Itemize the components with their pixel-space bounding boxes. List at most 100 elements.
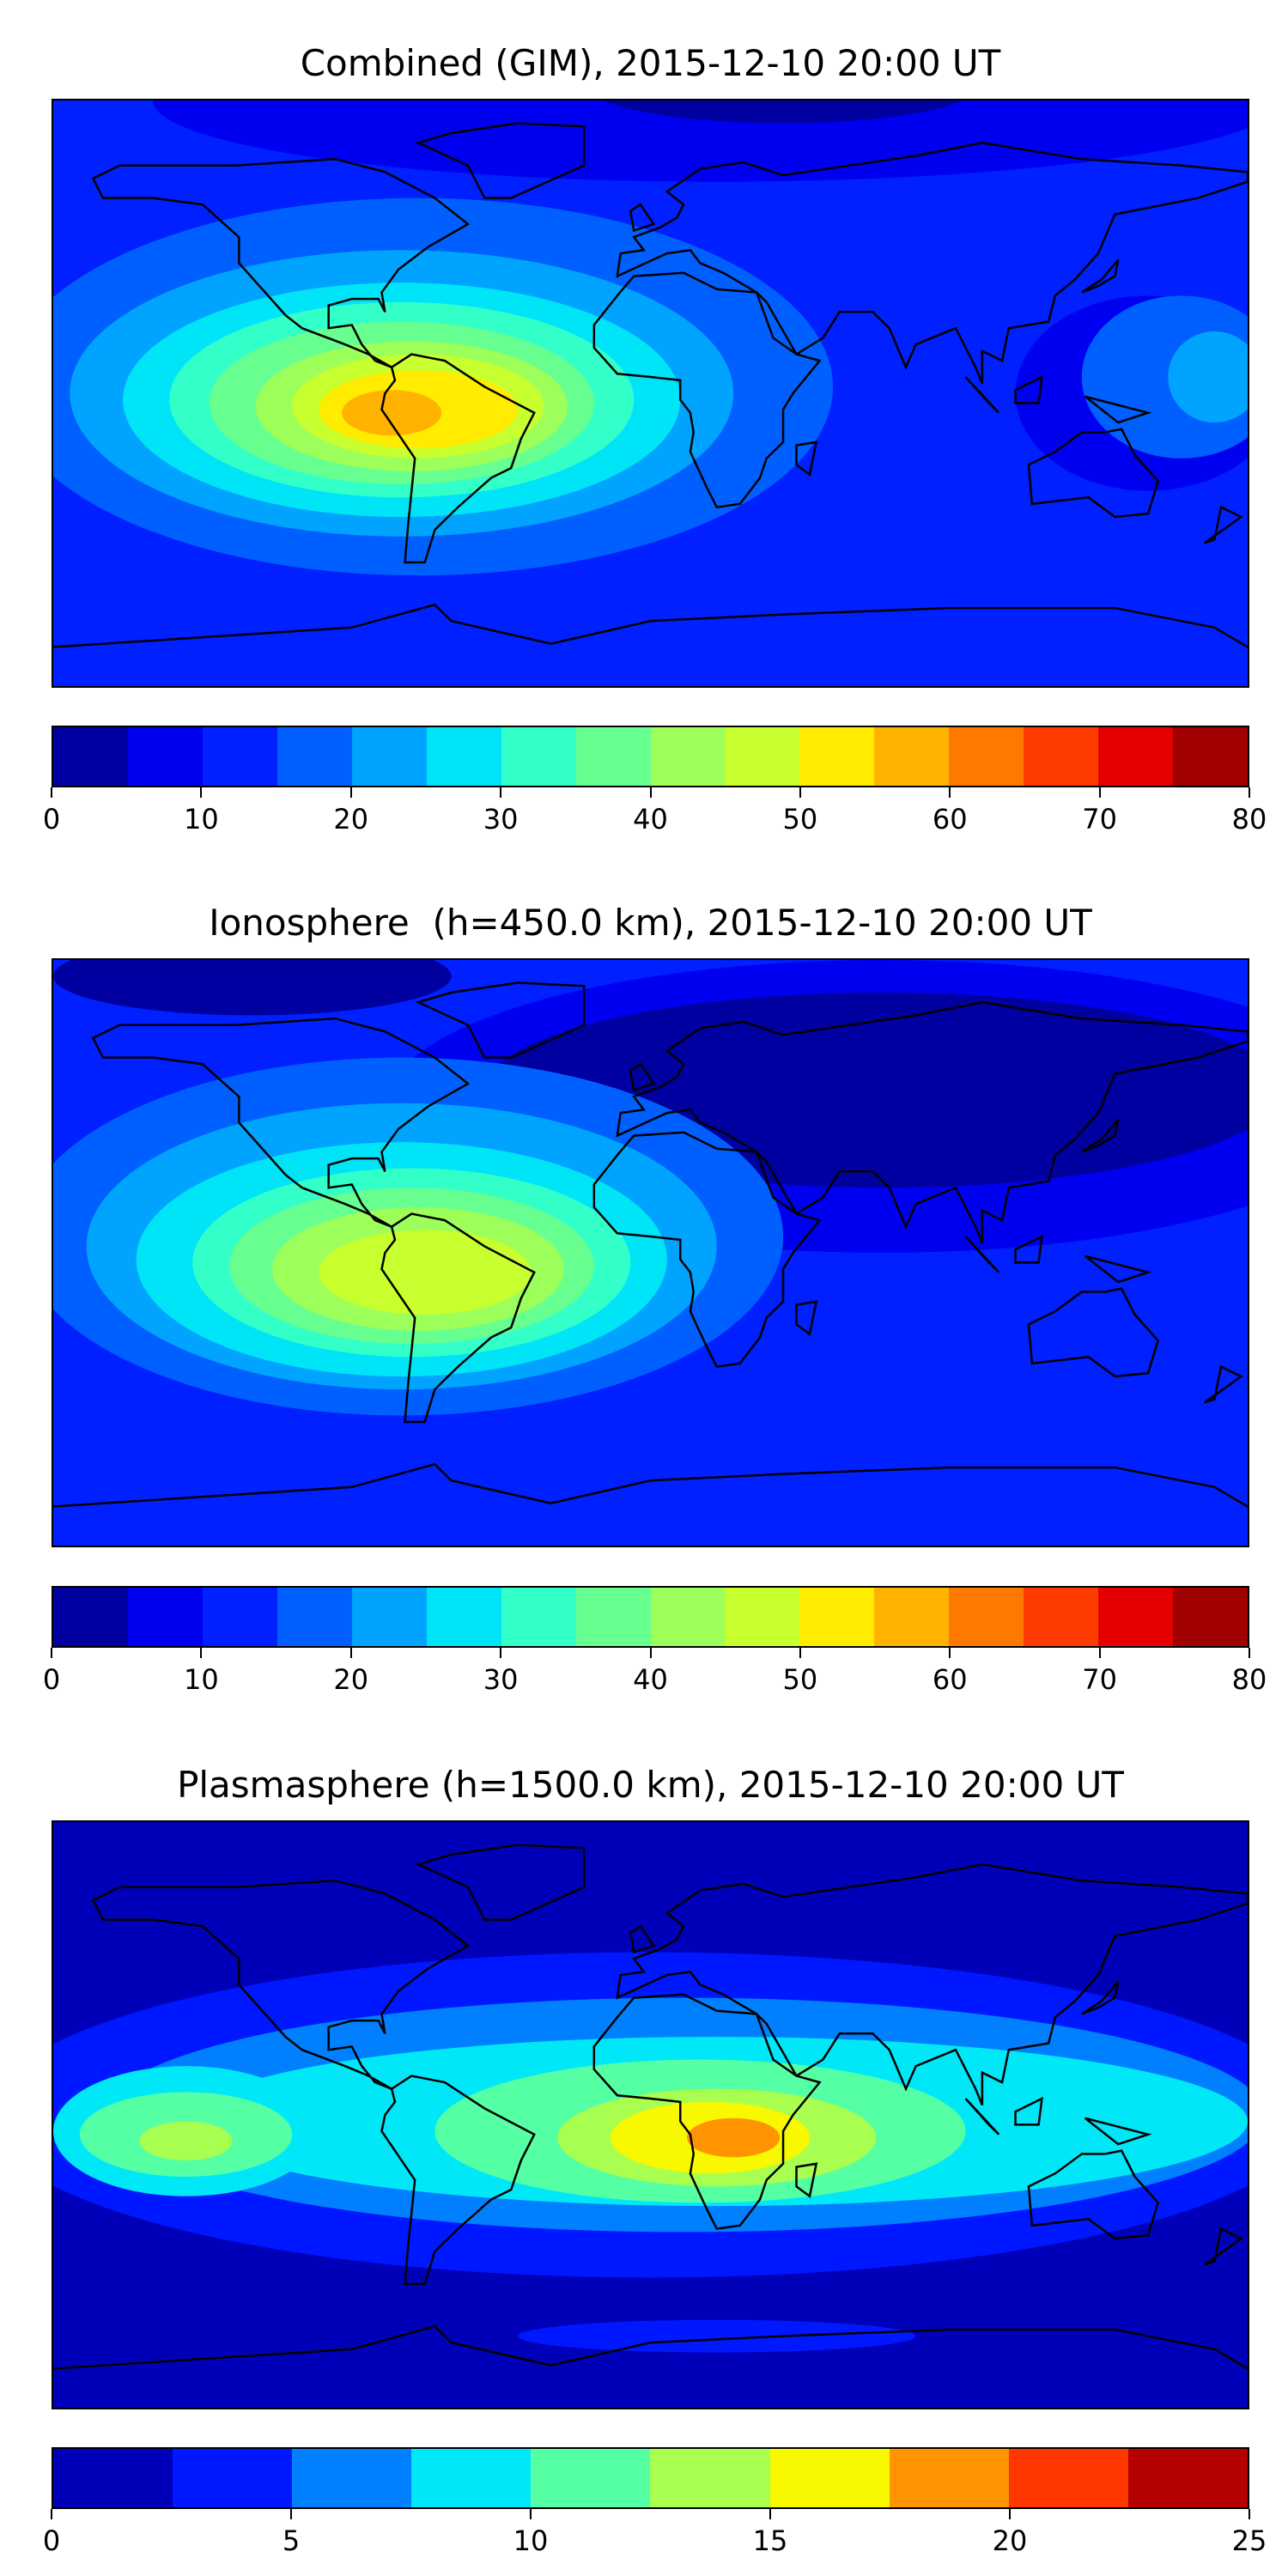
coastline (1085, 1256, 1148, 1282)
coastline (1016, 377, 1042, 403)
colorbar-segment (1173, 1588, 1248, 1646)
coastline (1029, 429, 1158, 517)
tick-mark (799, 1648, 801, 1658)
tick-mark (649, 1648, 652, 1658)
colorbar-segment (949, 727, 1024, 786)
colorbar-segment (874, 1588, 950, 1646)
coastline (1016, 2099, 1042, 2124)
coastline (418, 124, 584, 198)
tick-label: 60 (932, 803, 968, 835)
tick-mark (349, 1648, 352, 1658)
coastline (382, 2076, 535, 2284)
tick-label: 20 (333, 1663, 369, 1696)
contour-region (1168, 331, 1248, 423)
coastline (630, 204, 653, 230)
colorbar-segment (411, 2449, 532, 2507)
colorbar-combined (52, 726, 1249, 787)
map-svg-2 (53, 1822, 1248, 2408)
coastline (966, 2099, 999, 2135)
coastline (594, 1995, 820, 2229)
contour-region (319, 1230, 532, 1315)
colorbar-segment (202, 727, 277, 786)
tick-mark (1098, 1648, 1101, 1658)
coastline (418, 1845, 584, 1920)
tick-mark (51, 2509, 52, 2519)
coastline (1205, 2229, 1242, 2265)
tick-label: 5 (282, 2524, 301, 2557)
coastline (797, 442, 817, 475)
colorbar-segment (725, 1588, 800, 1646)
map-combined (52, 99, 1249, 688)
tick-mark (1098, 787, 1101, 798)
tick-mark (949, 1648, 951, 1658)
colorbar-segment (650, 2449, 770, 2507)
tick-label: 10 (513, 2524, 549, 2557)
coastline (797, 2164, 817, 2196)
contour-region (139, 2121, 233, 2161)
tick-label: 0 (42, 803, 61, 835)
coastline (1029, 1289, 1158, 1376)
title-ionosphere: Ionosphere (h=450.0 km), 2015-12-10 20:0… (209, 902, 1092, 944)
tick-label: 30 (483, 803, 519, 835)
tick-mark (200, 1648, 203, 1658)
colorbar-segment (650, 727, 726, 786)
tick-label: 80 (1231, 803, 1267, 835)
contour-region (342, 390, 442, 436)
coastline (1205, 1367, 1242, 1403)
coastline (93, 1018, 468, 1226)
coastline (418, 983, 584, 1058)
colorbar-segment (127, 727, 203, 786)
coastline (1016, 1236, 1042, 1262)
map-svg-0 (53, 100, 1248, 686)
colorbar-segment (53, 1588, 128, 1646)
colorbar-segment (1024, 727, 1099, 786)
coastline (382, 1214, 535, 1422)
colorbar-segment (575, 727, 651, 786)
tick-label: 10 (184, 1663, 219, 1696)
tick-mark (949, 787, 951, 798)
colorbar-segment (799, 1588, 875, 1646)
colorbar-segment (1024, 1588, 1099, 1646)
tick-label: 20 (333, 803, 369, 835)
coastline (1029, 2151, 1158, 2239)
colorbar-segment (351, 727, 427, 786)
tick-mark (1009, 2509, 1011, 2519)
colorbar-segment (1173, 727, 1248, 786)
colorbar-segment (889, 2449, 1009, 2507)
contour-region (153, 100, 1248, 182)
map-plasmasphere (52, 1820, 1249, 2409)
colorbar-segment (949, 1588, 1024, 1646)
coastline (617, 1002, 1248, 1242)
tick-mark (1249, 787, 1250, 798)
coastline (966, 1236, 999, 1273)
contour-region (53, 960, 452, 1016)
colorbar-segment (874, 727, 950, 786)
coastline (93, 1880, 468, 2088)
colorbar-segment (53, 2449, 173, 2507)
tick-mark (51, 1648, 52, 1658)
coastline (797, 1302, 817, 1334)
tick-mark (1249, 2509, 1250, 2519)
colorbar-segment (292, 2449, 412, 2507)
contour-region (602, 100, 964, 124)
coastline (594, 1133, 820, 1367)
coastline-antarctica (53, 2326, 1248, 2368)
colorbar-segment (426, 1588, 501, 1646)
colorbar-segment (725, 727, 800, 786)
colorbar-segment (1008, 2449, 1128, 2507)
coastline (1082, 1120, 1119, 1152)
coastline (1082, 1982, 1119, 2014)
colorbar-segment (53, 727, 128, 786)
tick-label: 0 (42, 2524, 61, 2557)
coastline (966, 377, 999, 413)
coastline (630, 1926, 653, 1952)
tick-label: 80 (1231, 1663, 1267, 1696)
tick-label: 40 (633, 1663, 668, 1696)
colorbar-segment (531, 2449, 651, 2507)
coastline (1205, 507, 1242, 544)
colorbar-segment (351, 1588, 427, 1646)
tick-label: 70 (1082, 1663, 1117, 1696)
coastline (594, 273, 820, 507)
colorbar-segment (276, 1588, 352, 1646)
colorbar-segment (650, 1588, 726, 1646)
